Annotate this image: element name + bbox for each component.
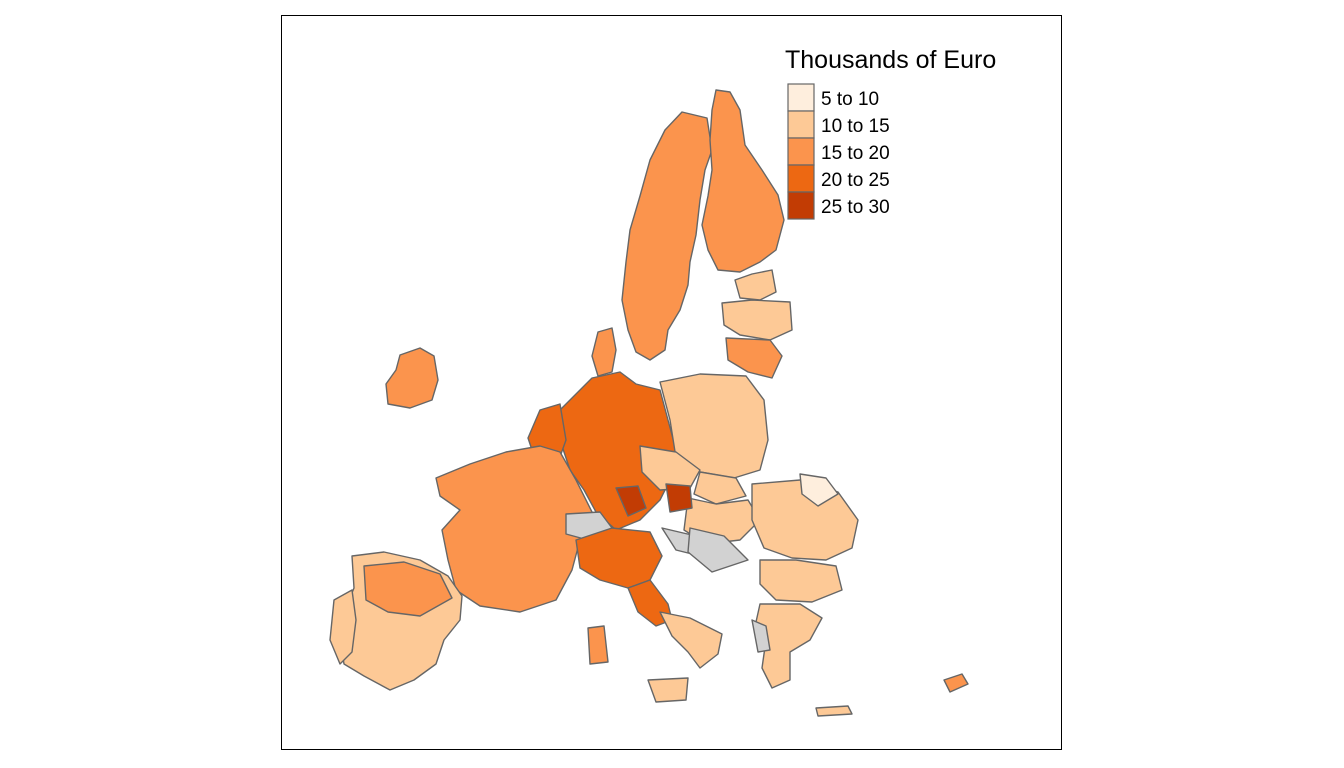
legend-label: 5 to 10: [821, 89, 879, 110]
legend-swatch: [787, 110, 815, 139]
map-legend: Thousands of Euro 5 to 10 10 to 15 15 to 2…: [785, 46, 996, 220]
region-albania: [751, 619, 771, 653]
region-sweden: [621, 111, 713, 361]
region-bulgaria: [759, 559, 843, 603]
region-estonia: [734, 269, 777, 301]
legend-label: 20 to 25: [821, 170, 890, 191]
region-south-italy: [659, 611, 723, 669]
region-crete: [815, 705, 853, 717]
region-cyprus: [943, 673, 969, 693]
region-bosnia: [687, 527, 749, 573]
legend-title: Thousands of Euro: [785, 46, 996, 74]
legend-label: 25 to 30: [821, 197, 890, 218]
region-sardinia: [587, 625, 609, 665]
region-north-spain: [363, 561, 453, 617]
region-portugal: [329, 589, 357, 665]
region-bavaria: [615, 485, 647, 517]
legend-swatch: [787, 191, 815, 220]
region-lithuania: [725, 337, 783, 379]
region-poland: [659, 373, 769, 479]
legend-swatch: [787, 164, 815, 193]
region-north-italy: [575, 527, 663, 589]
legend-swatch: [787, 137, 815, 166]
region-denmark: [591, 327, 617, 377]
legend-swatch: [787, 83, 815, 112]
region-sicily: [647, 677, 689, 703]
region-finland: [701, 89, 785, 273]
legend-label: 15 to 20: [821, 143, 890, 164]
region-ireland: [385, 347, 439, 409]
region-slovakia: [693, 471, 747, 505]
legend-label: 10 to 15: [821, 116, 890, 137]
region-france: [435, 445, 593, 613]
region-latvia: [721, 299, 793, 341]
region-vienna: [665, 483, 693, 513]
region-moldova-edge: [799, 473, 839, 507]
map-regions: [329, 89, 969, 717]
